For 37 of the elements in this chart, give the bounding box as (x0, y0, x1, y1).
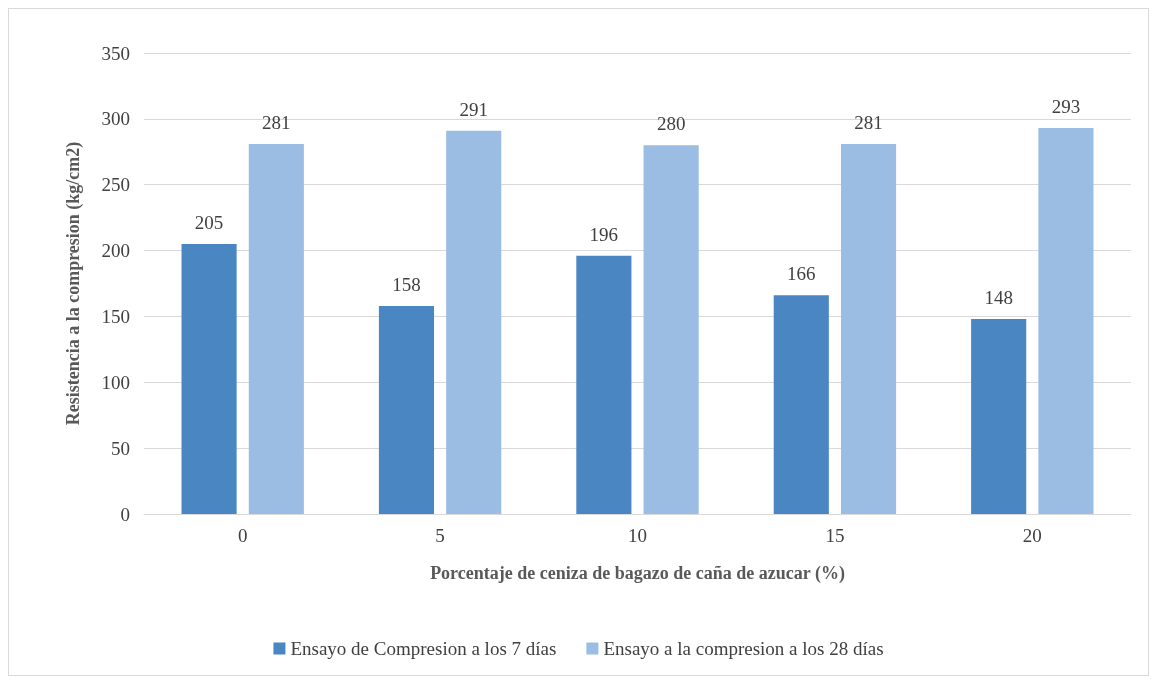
x-tick-label: 15 (825, 525, 845, 546)
bar (1038, 128, 1094, 514)
data-label: 291 (459, 98, 488, 120)
data-label: 158 (392, 273, 421, 295)
data-label: 293 (1051, 96, 1081, 118)
bar (446, 130, 502, 514)
y-tick-label: 250 (101, 174, 130, 196)
data-label: 280 (656, 113, 686, 135)
y-tick-label: 50 (111, 437, 130, 459)
data-label: 281 (854, 111, 883, 133)
bar (576, 255, 632, 514)
bar (643, 145, 699, 514)
x-tick-label: 5 (435, 525, 445, 546)
bar (248, 143, 304, 514)
legend-label: Ensayo de Compresion a los 7 días (290, 638, 557, 659)
x-tick-label: 20 (1022, 525, 1042, 546)
data-label: 166 (787, 263, 816, 285)
y-tick-label: 100 (101, 371, 130, 393)
y-tick-label: 350 (101, 42, 130, 64)
bar (971, 319, 1027, 514)
y-axis-title: Resistencia a la compresion (kg/cm2) (63, 141, 84, 426)
x-tick-label: 10 (628, 525, 647, 546)
x-axis-title: Porcentaje de ceniza de bagazo de caña de azucar (%) (430, 563, 845, 584)
data-label: 148 (984, 287, 1013, 309)
y-tick-label: 300 (101, 108, 130, 130)
y-tick-label: 150 (101, 305, 130, 327)
y-tick-label: 0 (120, 503, 130, 525)
y-tick-label: 200 (101, 240, 130, 262)
bar (773, 295, 829, 514)
x-tick-label: 0 (237, 525, 248, 546)
bar (181, 243, 237, 514)
data-label: 205 (194, 211, 224, 233)
bar (378, 305, 435, 514)
data-label: 281 (262, 111, 291, 133)
data-label: 196 (589, 223, 619, 245)
legend-label: Ensayo a la compresion a los 28 días (603, 638, 884, 659)
bar (840, 143, 897, 514)
